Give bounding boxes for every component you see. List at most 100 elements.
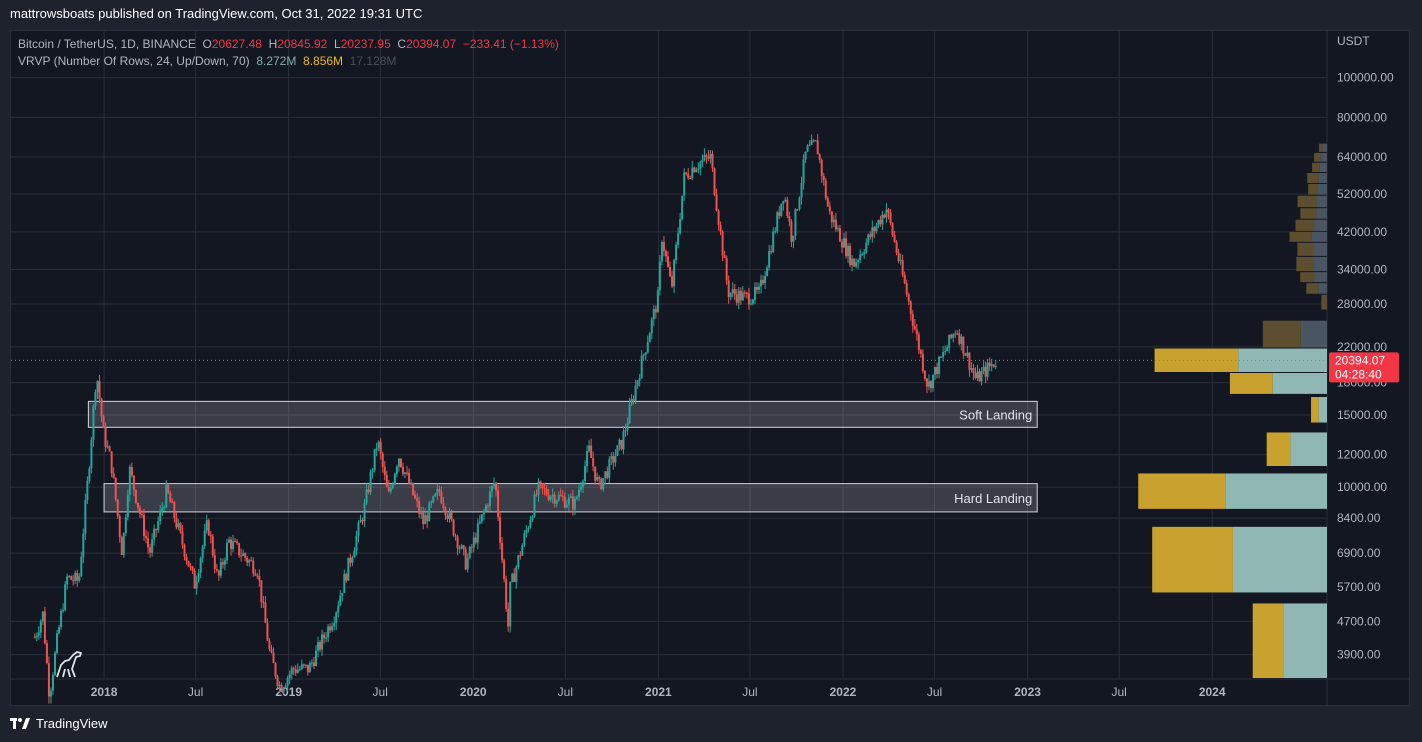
candle-body <box>96 381 99 392</box>
x-tick-label: Jul <box>742 685 757 699</box>
candle-body <box>337 605 340 613</box>
candle-body <box>88 468 91 481</box>
candle-body <box>258 576 261 581</box>
candle-body <box>539 481 542 484</box>
candle-body <box>792 235 795 242</box>
candle-body <box>662 242 665 252</box>
price-chart[interactable]: 100000.00 80000.00 64000.00 52000.00 42000.0… <box>11 31 1409 705</box>
candle-body <box>644 352 647 355</box>
candle-body <box>58 627 61 634</box>
candle-body <box>964 353 967 356</box>
candle-body <box>897 252 900 262</box>
candle-body <box>887 209 890 213</box>
candle-body <box>132 475 135 490</box>
candle-body <box>927 381 930 387</box>
vp-down-bar <box>1138 473 1226 509</box>
candle-body <box>217 570 220 576</box>
candle-body <box>812 140 815 142</box>
candle-body <box>729 292 732 297</box>
chart-legend: Bitcoin / TetherUS, 1D, BINANCE O20627.4… <box>18 36 559 70</box>
candle-body <box>794 209 797 236</box>
candle-body <box>179 523 182 532</box>
bar-countdown: 04:28:40 <box>1335 367 1382 381</box>
candle-body <box>316 642 319 651</box>
candle-body <box>230 539 233 550</box>
candle-body <box>654 309 657 313</box>
candle-body <box>571 496 574 510</box>
candle-body <box>418 501 421 514</box>
candle-body <box>213 555 216 569</box>
candle-body <box>211 536 214 556</box>
candle-body <box>932 374 935 389</box>
candle-body <box>594 466 597 481</box>
candle-body <box>468 546 471 559</box>
candle-body <box>772 231 775 253</box>
candle-body <box>669 266 672 277</box>
candle-body <box>666 256 669 267</box>
candle-body <box>250 560 253 562</box>
symbol-name[interactable]: Bitcoin / TetherUS, 1D, BINANCE <box>18 37 196 51</box>
candle-body <box>199 558 202 573</box>
candle-body <box>938 356 941 374</box>
candle-body <box>513 573 516 582</box>
candle-body <box>45 643 48 664</box>
chart-frame[interactable]: 100000.00 80000.00 64000.00 52000.00 42000.0… <box>10 30 1410 706</box>
indicator-name[interactable]: VRVP (Number Of Rows, 24, Up/Down, 70) <box>18 54 250 68</box>
candle-body <box>157 521 160 531</box>
candle-body <box>758 286 761 290</box>
candle-body <box>687 173 690 178</box>
candle-body <box>90 439 93 469</box>
candle-body <box>855 262 858 267</box>
vp-up-bar <box>1311 231 1327 242</box>
candle-body <box>915 329 918 335</box>
vp-down-bar <box>1314 152 1321 162</box>
candle-body <box>778 212 781 216</box>
candle-body <box>286 677 289 686</box>
candle-body <box>575 496 578 499</box>
candle-body <box>408 472 411 484</box>
candle-body <box>549 496 552 500</box>
candle-body <box>294 669 297 673</box>
candle-body <box>292 668 295 670</box>
candle-body <box>391 484 394 488</box>
candle-body <box>290 668 293 675</box>
candle-body <box>616 445 619 456</box>
candle-body <box>106 446 109 448</box>
high-value: 20845.92 <box>277 37 328 51</box>
candle-body <box>816 140 819 155</box>
candle-body <box>717 210 720 225</box>
candle-body <box>238 543 241 556</box>
candle-body <box>648 333 651 343</box>
candle-body <box>529 520 532 528</box>
candle-body <box>721 231 724 256</box>
candle-body <box>442 502 445 508</box>
candle-body <box>974 373 977 379</box>
tradingview-brand[interactable]: TradingView <box>36 716 108 731</box>
candle-body <box>952 334 955 338</box>
candle-body <box>458 548 461 550</box>
candle-body <box>786 199 789 216</box>
candle-body <box>56 633 59 653</box>
candle-body <box>863 252 866 255</box>
candle-body <box>545 488 548 495</box>
candle-body <box>626 423 629 430</box>
candle-body <box>768 250 771 268</box>
candle-body <box>181 531 184 545</box>
candle-body <box>865 242 868 253</box>
candle-body <box>903 274 906 284</box>
vp-down-bar <box>1297 195 1317 208</box>
candle-body <box>476 523 479 543</box>
candle-body <box>622 431 625 450</box>
vp-down-bar <box>1266 432 1291 466</box>
candle-body <box>333 623 336 627</box>
candle-body <box>569 496 572 498</box>
candle-body <box>553 494 556 504</box>
candle-body <box>193 570 196 589</box>
candle-body <box>33 637 36 639</box>
candle-body <box>454 535 457 537</box>
candle-body <box>393 474 396 485</box>
candle-body <box>377 441 380 449</box>
y-tick-label: 10000.00 <box>1337 480 1387 494</box>
y-tick-label: 15000.00 <box>1337 408 1387 422</box>
candle-body <box>567 497 570 505</box>
